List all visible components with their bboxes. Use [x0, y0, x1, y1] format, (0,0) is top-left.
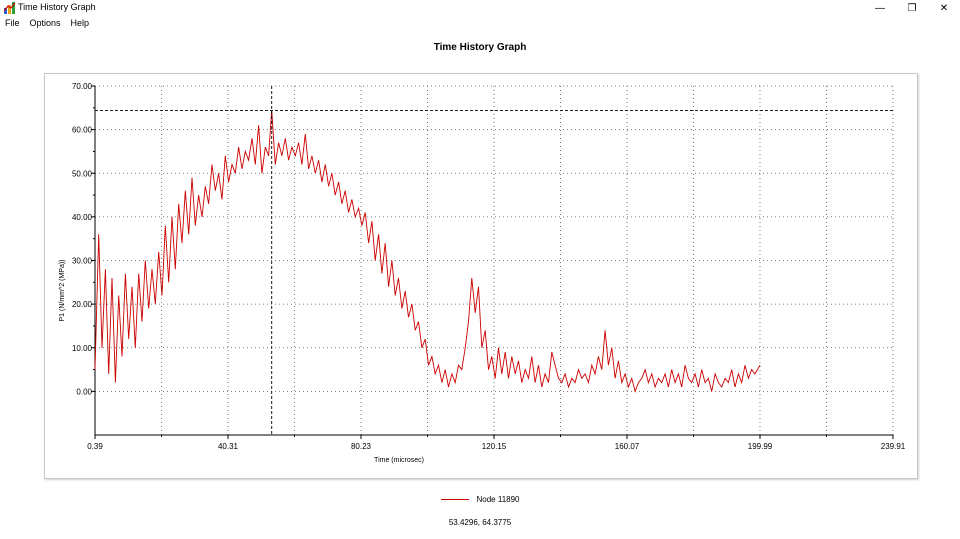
y-tick-label: 10.00	[72, 344, 93, 353]
y-tick-label: 50.00	[72, 169, 93, 178]
time-history-chart[interactable]: 70.00 60.00 50.00 40.00 30.00 20.00 10.00 0.00 0…	[0, 31, 960, 539]
graph-panel: Time History Graph 70.00 60.00 50.00 40.00 3…	[0, 31, 960, 539]
menu-help[interactable]: Help	[70, 18, 90, 28]
plot-frame	[44, 73, 918, 479]
y-axis-label: P1 (N/mm^2 (MPa))	[59, 259, 66, 321]
legend-label: Node 11890	[476, 495, 520, 504]
y-tick-label: 40.00	[72, 213, 93, 222]
x-tick-label: 199.99	[748, 442, 773, 451]
minimize-button[interactable]: —	[875, 2, 885, 14]
x-tick-label: 80.23	[351, 442, 372, 451]
x-axis-label: Time (microsec)	[374, 457, 424, 464]
x-tick-label: 120.15	[482, 442, 507, 451]
y-tick-label: 20.00	[72, 300, 93, 309]
menu-options[interactable]: Options	[29, 18, 61, 28]
y-tick-label: 60.00	[72, 126, 93, 135]
x-tick-label: 40.31	[218, 442, 239, 451]
x-tick-label: 160.07	[615, 442, 640, 451]
restore-button[interactable]: ❐	[907, 2, 917, 14]
title-bar: Time History Graph — ❐ ✕	[0, 0, 960, 16]
x-tick-label: 0.39	[87, 442, 103, 451]
legend: Node 11890	[0, 495, 960, 504]
menu-file[interactable]: File	[5, 18, 20, 28]
y-tick-label: 30.00	[72, 257, 93, 266]
close-button[interactable]: ✕	[939, 2, 949, 14]
chart-title: Time History Graph	[433, 42, 527, 53]
menu-bar: File Options Help	[0, 16, 960, 30]
cursor-coordinate-readout: 53.4296, 64.3775	[448, 518, 512, 527]
y-tick-label: 70.00	[72, 82, 93, 91]
y-tick-label: 0.00	[76, 387, 92, 396]
x-tick-label: 239.91	[881, 442, 906, 451]
app-icon	[4, 2, 16, 14]
legend-line-swatch	[440, 499, 469, 500]
window-title: Time History Graph	[18, 2, 96, 12]
series-line	[94, 110, 761, 393]
